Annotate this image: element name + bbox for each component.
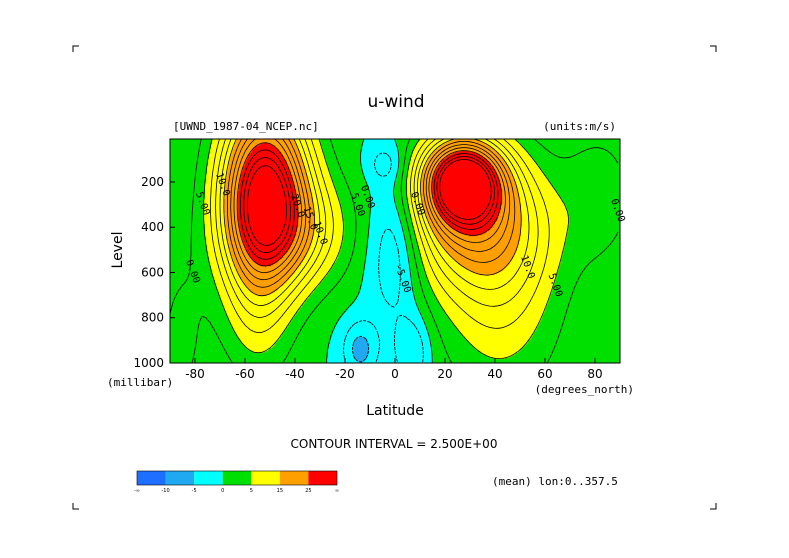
colorbar-label: -5 xyxy=(192,488,197,494)
colorbar-swatch xyxy=(194,471,223,485)
contour-line xyxy=(243,156,495,254)
contour-line xyxy=(230,138,511,281)
units-label: (units:m/s) xyxy=(543,120,616,133)
y-units-label: (millibar) xyxy=(107,376,173,389)
x-tick-label: -80 xyxy=(185,367,205,381)
contour-line xyxy=(227,138,516,288)
contour-line xyxy=(210,138,550,333)
colorbar-swatch xyxy=(279,471,309,485)
y-tick-label: 800 xyxy=(141,311,164,325)
colorbar-frame xyxy=(136,470,338,486)
colorbar: -∞ -10 -5 0 5 15 25 ∞ xyxy=(134,470,339,494)
y-tick-label: 1000 xyxy=(133,356,164,370)
x-tick-label: -40 xyxy=(285,367,305,381)
x-axis-label: Latitude xyxy=(366,403,424,419)
colorbar-swatch xyxy=(251,471,280,485)
y-tick-label: 200 xyxy=(141,175,164,189)
dataset-label: [UWND_1987-04_NCEP.nc] xyxy=(173,120,319,133)
colorbar-swatch xyxy=(137,471,166,485)
x-tick-label: 80 xyxy=(587,367,602,381)
crop-marks xyxy=(72,45,717,510)
x-tick-label: -20 xyxy=(335,367,355,381)
x-tick-label: 0 xyxy=(391,367,399,381)
contour-line xyxy=(352,335,369,363)
colorbar-label: 0 xyxy=(221,488,224,494)
colorbar-label: 25 xyxy=(305,488,311,494)
x-tick-label: 40 xyxy=(487,367,502,381)
colorbar-swatch xyxy=(308,471,337,485)
contour-line xyxy=(236,142,502,267)
y-tick-label: 400 xyxy=(141,220,164,234)
contour-line xyxy=(203,138,569,359)
contour-lines xyxy=(169,138,619,364)
x-tick-label: 60 xyxy=(537,367,552,381)
x-tick-label: -60 xyxy=(235,367,255,381)
shaded-field xyxy=(170,139,620,363)
contour-line xyxy=(343,152,424,364)
colorbar-label: 5 xyxy=(250,488,253,494)
x-axis: -80 -60 -40 -20 0 20 40 60 80 xyxy=(185,358,603,381)
contour-line xyxy=(169,138,619,364)
x-units-label: (degrees_north) xyxy=(535,383,634,396)
contour-line xyxy=(223,138,522,297)
y-axis-label: Level xyxy=(110,232,126,269)
y-tick-label: 600 xyxy=(141,265,164,279)
x-tick-label: 20 xyxy=(437,367,452,381)
contour-line xyxy=(219,138,530,306)
colorbar-label: ∞ xyxy=(335,488,339,494)
colorbar-swatch xyxy=(222,471,252,485)
colorbar-label: -10 xyxy=(161,488,169,494)
contour-line xyxy=(215,138,539,318)
mean-text: (mean) lon:0..357.5 xyxy=(492,475,618,488)
contour-line xyxy=(247,159,492,246)
colorbar-label: 15 xyxy=(277,488,283,494)
contour-line xyxy=(240,149,499,260)
chart-title: u-wind xyxy=(367,92,424,112)
contour-line xyxy=(326,138,433,364)
colorbar-swatch xyxy=(165,471,195,485)
contour-line xyxy=(233,138,506,273)
y-axis: 200 400 600 800 1000 xyxy=(133,175,175,370)
contour-interval-text: CONTOUR INTERVAL = 2.500E+00 xyxy=(291,437,498,451)
colorbar-label: -∞ xyxy=(134,488,140,494)
